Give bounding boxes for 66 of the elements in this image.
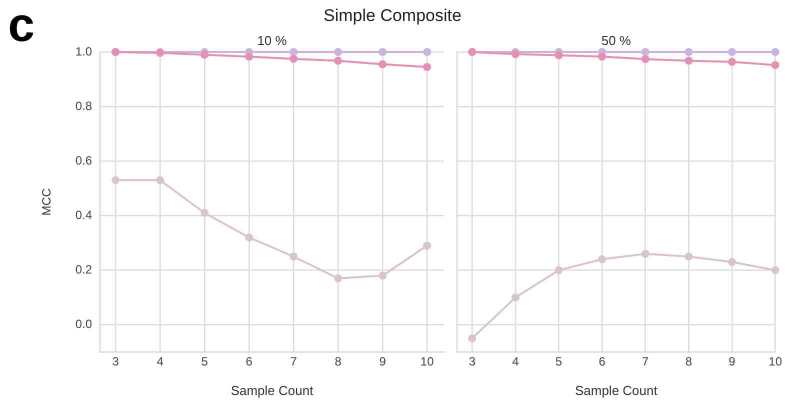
point: [468, 334, 476, 342]
point: [290, 252, 298, 261]
x-axis-title: Sample Count: [230, 382, 314, 398]
point: [728, 48, 736, 56]
point: [378, 272, 387, 280]
point: [334, 274, 342, 282]
point: [511, 50, 520, 58]
point: [684, 56, 693, 65]
point: [423, 48, 432, 56]
y-tick-label: 0.2: [75, 262, 92, 276]
point: [200, 208, 209, 217]
point: [641, 48, 650, 56]
x-tick-label: 3: [468, 354, 476, 369]
point: [641, 250, 650, 258]
x-tick-label: 8: [685, 354, 692, 369]
y-tick-label: 0.0: [75, 317, 92, 332]
point: [378, 60, 387, 68]
x-tick-label: 10: [768, 354, 782, 369]
point: [598, 255, 606, 264]
point: [728, 258, 736, 266]
point: [423, 242, 432, 250]
x-tick-label: 4: [156, 354, 164, 369]
point: [641, 55, 650, 64]
x-tick-label: 7: [642, 354, 650, 369]
y-axis-title: MCC: [40, 188, 54, 216]
point: [771, 61, 780, 70]
x-tick-label: 6: [598, 354, 606, 369]
chart-title: Simple Composite: [324, 6, 462, 25]
x-tick-label: 5: [555, 354, 562, 369]
x-tick-label: 4: [512, 354, 520, 369]
x-tick-label: 7: [290, 354, 298, 369]
x-tick-label: 10: [420, 354, 434, 369]
point: [554, 266, 563, 274]
point: [334, 48, 342, 56]
x-tick-label: 6: [246, 354, 253, 369]
point: [771, 266, 780, 274]
point: [112, 176, 120, 184]
point: [598, 52, 606, 61]
chart-subtitle: 50 %: [601, 33, 632, 48]
point: [684, 48, 693, 56]
x-tick-label: 9: [379, 354, 386, 369]
point: [156, 176, 164, 184]
x-tick-label: 5: [201, 354, 208, 369]
point: [423, 63, 432, 71]
y-tick-label: 1.0: [75, 44, 92, 58]
text: c: [8, 0, 35, 53]
point: [511, 293, 520, 302]
point: [554, 51, 563, 60]
point: [728, 58, 736, 66]
point: [290, 48, 298, 56]
x-tick-label: 8: [334, 354, 342, 369]
point: [771, 48, 780, 56]
point: [245, 233, 254, 242]
point: [334, 56, 342, 65]
y-tick-label: 0.8: [75, 98, 92, 113]
point: [378, 48, 387, 56]
point: [200, 50, 209, 59]
x-tick-label: 9: [728, 354, 736, 369]
point: [245, 52, 254, 61]
point: [290, 54, 298, 63]
point: [684, 252, 693, 261]
x-axis-title: Sample Count: [574, 382, 658, 398]
x-tick-label: 3: [112, 354, 120, 369]
y-tick-label: 0.6: [75, 153, 92, 168]
y-tick-label: 0.4: [75, 208, 92, 222]
chart-subtitle: 10 %: [257, 33, 288, 48]
